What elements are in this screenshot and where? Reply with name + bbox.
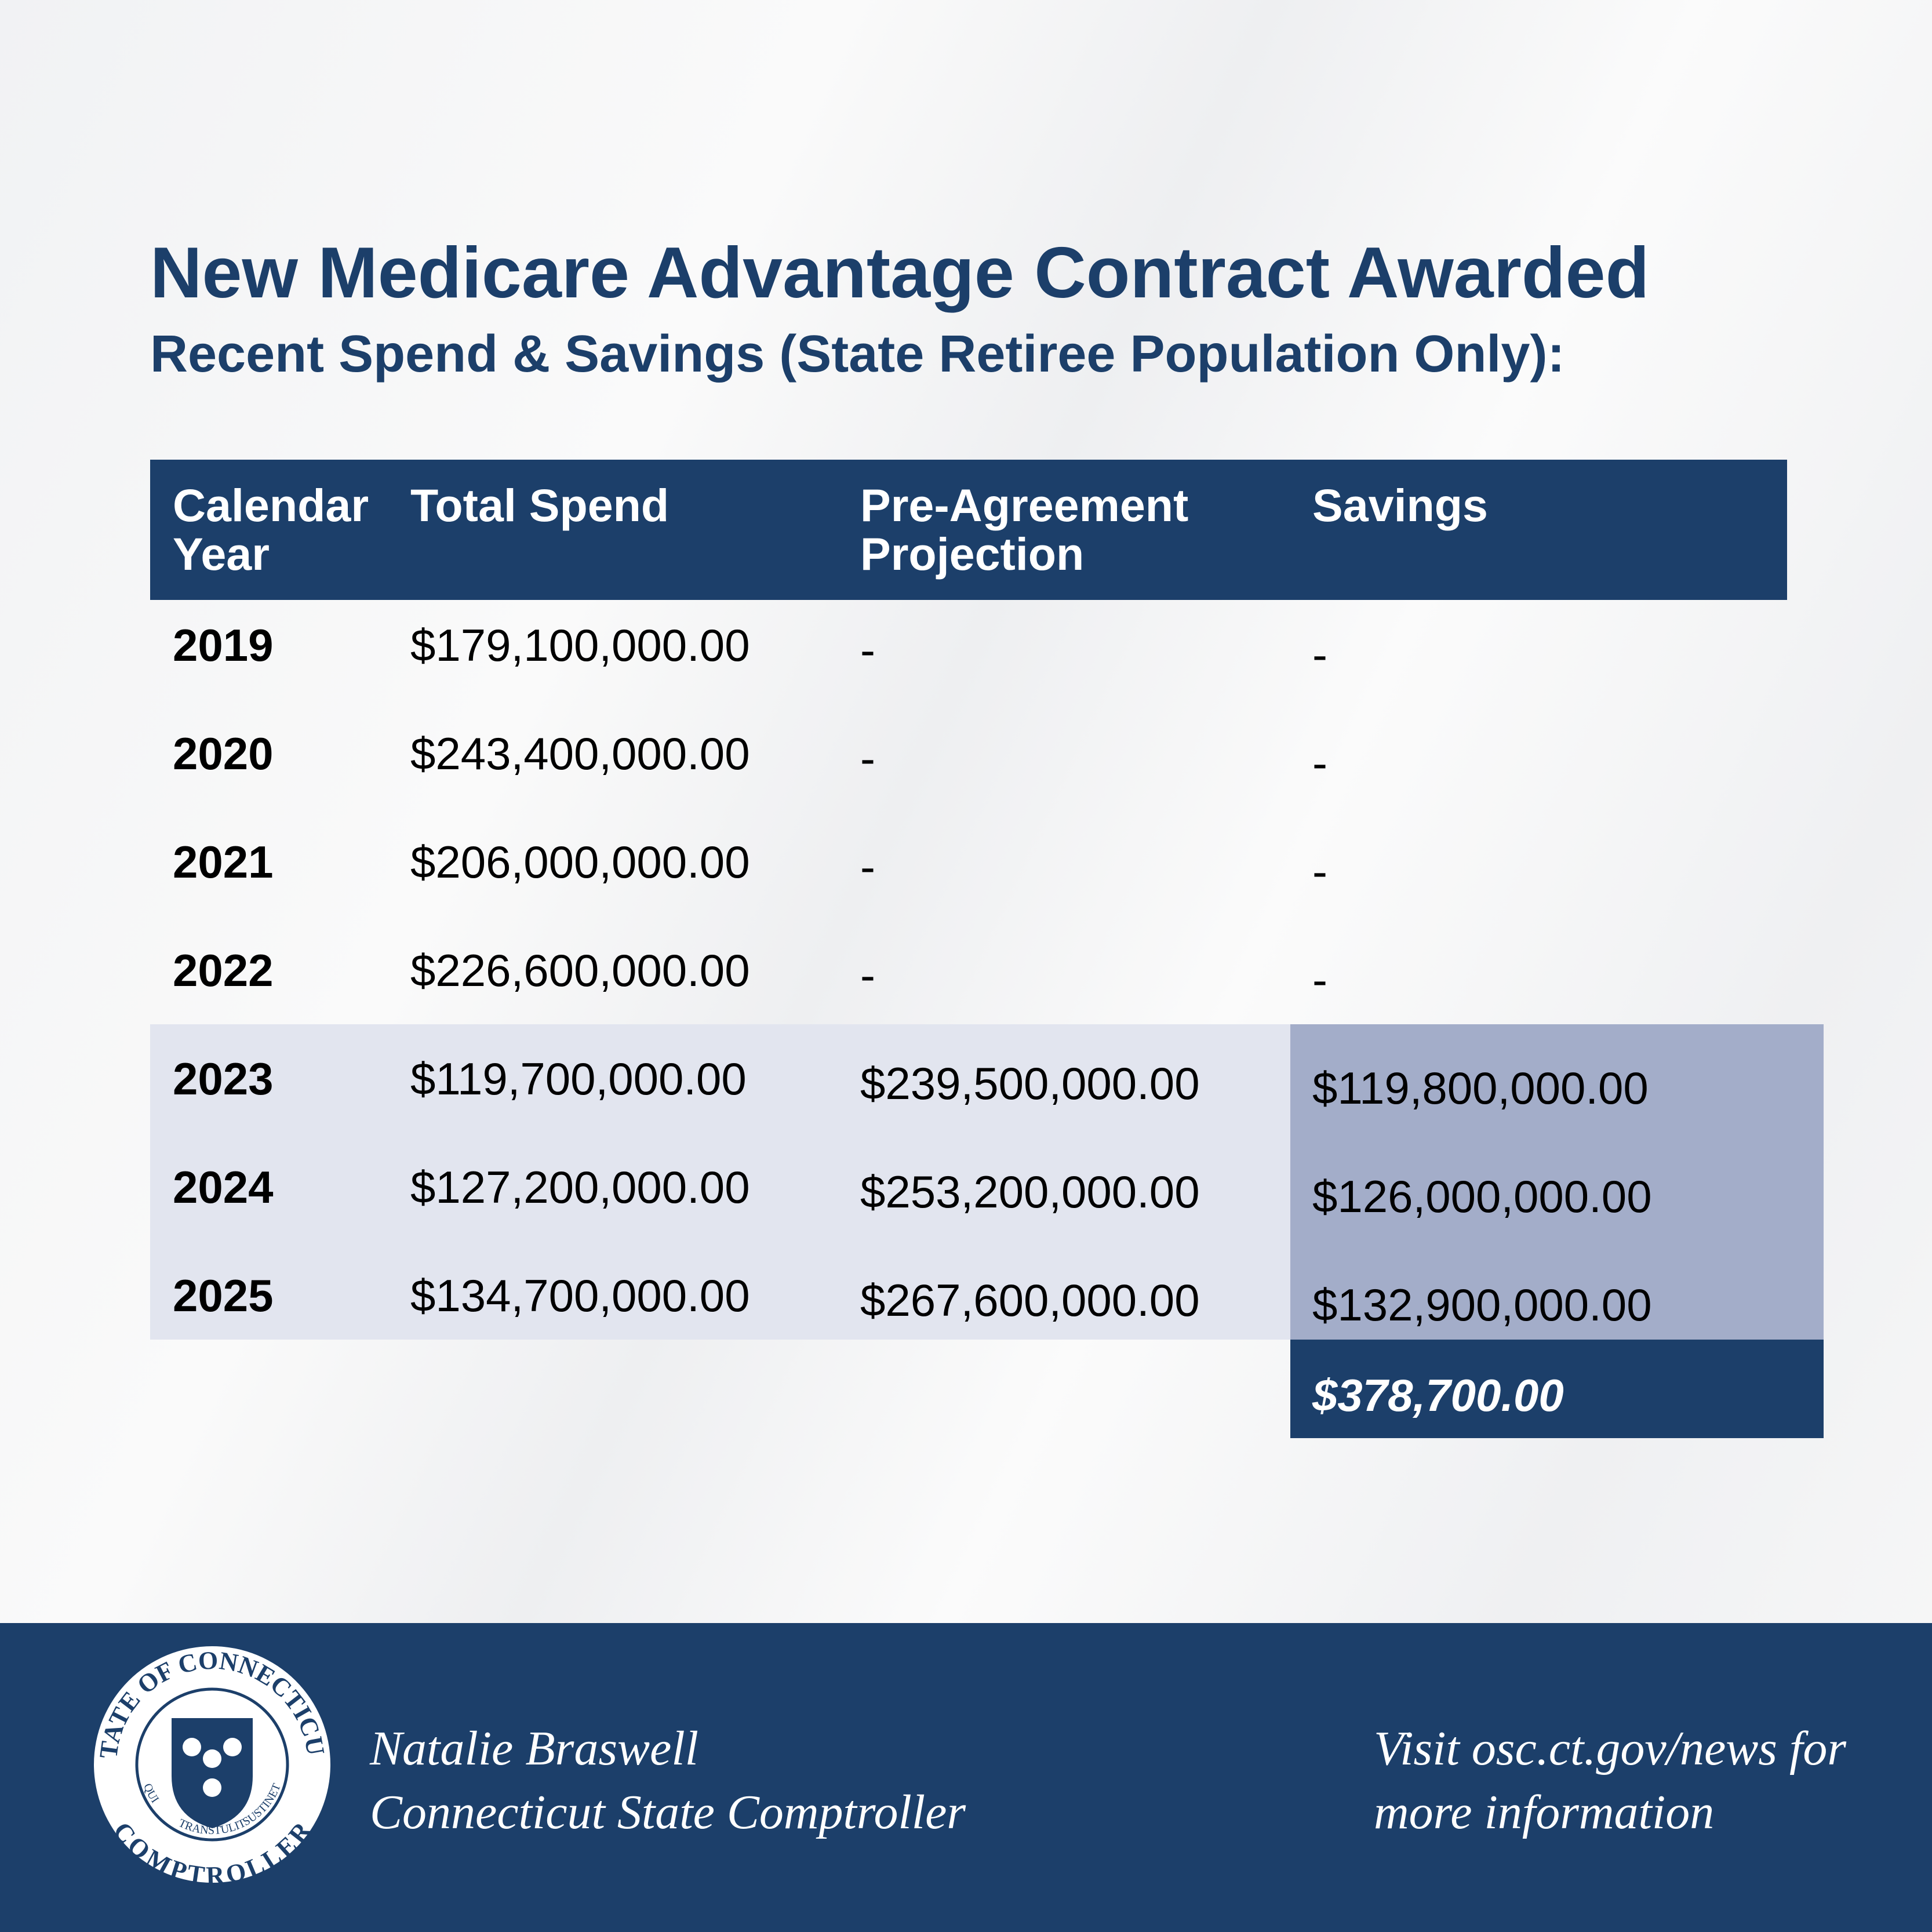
total: $378,700.00: [1312, 1370, 1564, 1421]
amount: -: [860, 624, 875, 675]
amount: $239,500,000.00: [860, 1058, 1200, 1109]
highlight-rows: [150, 1024, 1290, 1340]
total-box: [1290, 1340, 1824, 1438]
amount: $253,200,000.00: [860, 1166, 1200, 1217]
year: 2025: [173, 1270, 274, 1321]
seal-vines: [183, 1738, 242, 1797]
amount: $127,200,000.00: [410, 1162, 750, 1213]
header-cell: Projection: [860, 528, 1085, 580]
title: New Medicare Advantage Contract Awarded: [150, 233, 1650, 313]
seal-ring: [135, 1687, 289, 1842]
header-cell: Year: [173, 528, 270, 580]
year: 2023: [173, 1053, 274, 1104]
subtitle: Recent Spend & Savings (State Retiree Po…: [150, 325, 1565, 383]
visit-line: Visit osc.ct.gov/news for: [1374, 1722, 1847, 1775]
amount: $243,400,000.00: [410, 728, 750, 779]
amount: $119,700,000.00: [410, 1053, 747, 1104]
amount: -: [1312, 846, 1327, 897]
amount: -: [860, 949, 875, 1000]
year: 2021: [173, 836, 274, 887]
year: 2022: [173, 945, 274, 996]
savings-highlight: [1290, 1024, 1824, 1340]
amount: -: [860, 733, 875, 784]
amount: $179,100,000.00: [410, 620, 750, 671]
amount: -: [860, 841, 875, 892]
amount: $134,700,000.00: [410, 1270, 750, 1321]
header-cell: Total Spend: [410, 479, 670, 531]
role: Connecticut State Comptroller: [370, 1785, 966, 1839]
amount: -: [1312, 954, 1327, 1005]
amount: $206,000,000.00: [410, 836, 750, 887]
amount: $267,600,000.00: [860, 1275, 1200, 1326]
seal: STATE OF CONNECTICUT COMPTROLLER QUI TRA…: [94, 1646, 330, 1884]
header-cell: Savings: [1312, 479, 1488, 531]
table-header: [150, 460, 1787, 600]
name: Natalie Braswell: [370, 1722, 698, 1775]
header-cell: Calendar: [173, 479, 369, 531]
amount: $126,000,000.00: [1312, 1171, 1652, 1222]
year: 2020: [173, 728, 274, 779]
amount: -: [1312, 737, 1327, 788]
amount: -: [1312, 629, 1327, 680]
seal-shield: [172, 1718, 253, 1828]
year: 2019: [173, 620, 274, 671]
year: 2024: [173, 1162, 274, 1213]
visit-line: more information: [1374, 1785, 1715, 1839]
amount: $226,600,000.00: [410, 945, 750, 996]
header-cell: Pre-Agreement: [860, 479, 1189, 531]
amount: $132,900,000.00: [1312, 1279, 1652, 1330]
amount: $119,800,000.00: [1312, 1063, 1649, 1114]
